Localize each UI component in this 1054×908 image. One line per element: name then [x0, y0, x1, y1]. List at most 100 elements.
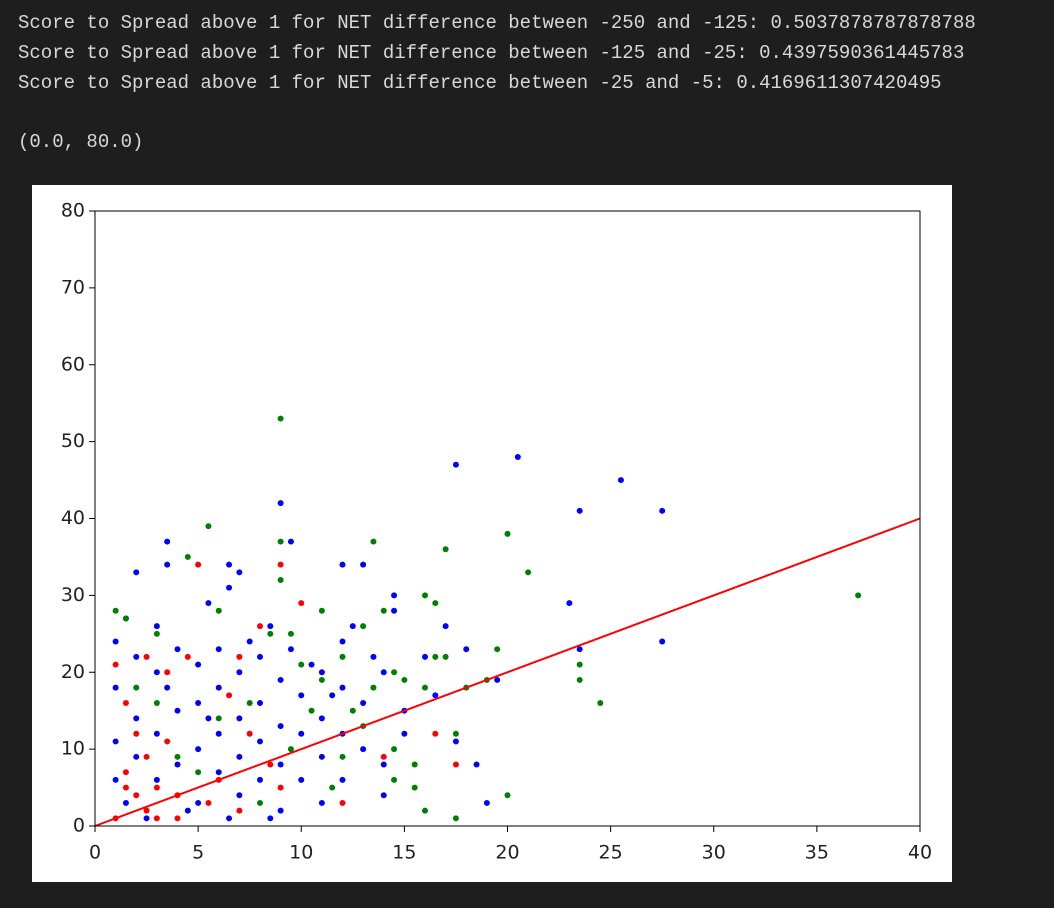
point: [277, 807, 284, 814]
point: [659, 638, 666, 645]
point: [360, 561, 367, 568]
point: [215, 769, 222, 776]
point: [143, 815, 150, 822]
point: [411, 761, 418, 768]
point: [442, 623, 449, 630]
point: [122, 700, 129, 706]
point: [174, 815, 181, 822]
point: [318, 799, 325, 806]
point: [525, 569, 532, 576]
point: [339, 753, 346, 760]
point: [473, 761, 480, 768]
point: [452, 738, 459, 745]
point: [236, 669, 243, 676]
point: [401, 676, 408, 683]
point: [184, 553, 191, 560]
point: [597, 700, 604, 706]
point: [153, 730, 160, 737]
point: [452, 761, 459, 768]
point: [195, 769, 202, 776]
point: [370, 653, 377, 660]
point: [422, 684, 428, 691]
point: [380, 761, 387, 768]
point: [360, 623, 367, 630]
point: [143, 753, 150, 760]
point: [659, 507, 666, 514]
line: [94, 517, 921, 827]
point: [370, 538, 377, 545]
point: [133, 569, 140, 576]
point: [184, 653, 191, 660]
output-result: (0.0, 80.0): [18, 131, 144, 153]
point: [432, 653, 439, 660]
point: [370, 684, 377, 691]
point: [504, 530, 511, 537]
y-tick-label: 0: [73, 815, 85, 837]
point: [257, 623, 263, 630]
point: [380, 607, 387, 614]
point: [339, 653, 346, 660]
point: [215, 607, 222, 614]
point: [576, 676, 583, 683]
x-tick-label: 35: [805, 842, 829, 864]
point: [133, 792, 140, 799]
point: [452, 815, 459, 822]
point: [143, 653, 150, 660]
point: [267, 630, 274, 637]
point: [349, 707, 356, 714]
chart: 0 5 10 15 20 25 30 35 40 0 10 20 30 40 50 60 70 80: [32, 185, 952, 882]
point: [205, 715, 212, 722]
point: [133, 653, 140, 660]
y-tick-label: 30: [61, 584, 85, 606]
x-tick-label: 20: [495, 842, 519, 864]
point: [246, 700, 253, 706]
point: [112, 684, 119, 691]
point: [422, 653, 428, 660]
point: [277, 415, 284, 422]
point: [298, 730, 305, 737]
output-line: Score to Spread above 1 for NET differen…: [18, 72, 942, 94]
point: [236, 792, 243, 799]
point: [483, 799, 490, 806]
point: [174, 707, 181, 714]
point: [576, 661, 583, 668]
point: [339, 799, 346, 806]
point: [226, 692, 233, 699]
point: [576, 646, 583, 653]
point: [318, 607, 325, 614]
point: [349, 623, 356, 630]
plot-frame: [94, 210, 921, 827]
x-tick-label: 15: [392, 842, 416, 864]
point: [298, 692, 305, 699]
point: [452, 461, 459, 468]
point: [391, 776, 398, 783]
point: [566, 600, 573, 607]
point: [195, 700, 202, 706]
point: [411, 784, 418, 791]
point: [153, 623, 160, 630]
point: [205, 799, 212, 806]
point: [257, 653, 263, 660]
point: [226, 584, 233, 591]
point: [318, 753, 325, 760]
point: [277, 761, 284, 768]
point: [112, 738, 119, 745]
point: [391, 669, 398, 676]
point: [576, 507, 583, 514]
point: [133, 715, 140, 722]
point: [380, 792, 387, 799]
point: [122, 769, 129, 776]
point: [494, 676, 501, 683]
point: [164, 738, 171, 745]
point: [422, 807, 428, 814]
point: [391, 607, 398, 614]
point: [226, 561, 233, 568]
point: [153, 784, 160, 791]
point: [153, 700, 160, 706]
point: [277, 723, 284, 730]
point: [226, 815, 233, 822]
point: [153, 669, 160, 676]
point: [277, 676, 284, 683]
point: [236, 807, 243, 814]
